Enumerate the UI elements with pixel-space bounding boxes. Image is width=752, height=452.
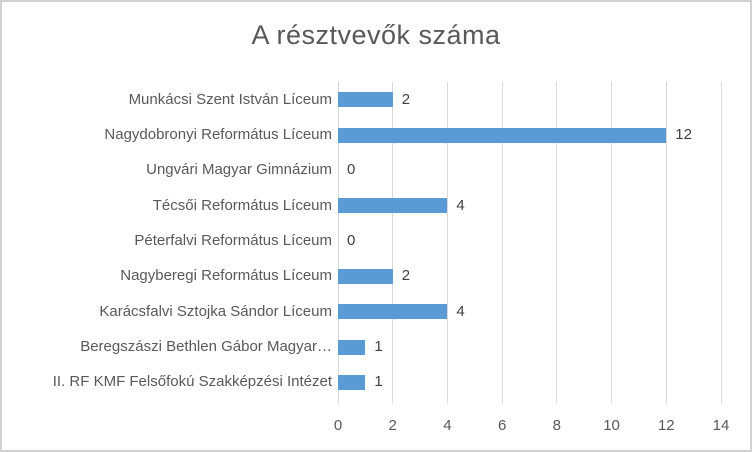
bar xyxy=(338,374,366,390)
category-label: Nagyberegi Református Líceum xyxy=(120,267,332,285)
value-label: 2 xyxy=(401,267,411,285)
value-label: 12 xyxy=(675,126,692,143)
x-axis-tick-label: 14 xyxy=(712,417,730,434)
x-axis-tick-label: 12 xyxy=(657,417,675,434)
category-label: Técsői Református Líceum xyxy=(152,196,332,214)
x-axis-tick-label: 8 xyxy=(552,417,562,434)
x-axis-tick-label: 10 xyxy=(603,417,620,434)
category-label: Munkácsi Szent István Líceum xyxy=(128,90,332,108)
value-label: 4 xyxy=(456,302,465,320)
bar xyxy=(338,268,393,284)
value-label: 0 xyxy=(347,161,356,179)
value-label: 1 xyxy=(374,338,383,355)
x-axis-tick-label: 4 xyxy=(443,417,452,434)
gridline xyxy=(392,82,394,403)
category-label: Beregszászi Bethlen Gábor Magyar… xyxy=(80,338,332,355)
gridline xyxy=(446,82,448,403)
value-label: 2 xyxy=(401,90,411,108)
gridline xyxy=(501,82,503,403)
x-axis-tick-label: 2 xyxy=(388,417,397,434)
category-label: Nagydobronyi Református Líceum xyxy=(104,126,332,143)
gridline xyxy=(665,82,667,403)
bar xyxy=(338,339,366,355)
x-axis-tick-label: 0 xyxy=(333,417,343,434)
bar xyxy=(338,198,448,214)
value-label: 0 xyxy=(347,232,356,249)
category-label: Ungvári Magyar Gimnázium xyxy=(146,161,332,179)
gridline xyxy=(611,82,613,403)
category-label: Karácsfalvi Sztojka Sándor Líceum xyxy=(99,302,332,320)
gridline xyxy=(556,82,558,403)
value-label: 1 xyxy=(374,373,383,391)
chart-title: A résztvevők száma xyxy=(251,20,501,50)
bar xyxy=(338,127,667,143)
value-label: 4 xyxy=(456,196,465,214)
gridline xyxy=(720,82,722,403)
category-label: II. RF KMF Felsőfokú Szakképzési Intézet xyxy=(52,373,332,391)
bar xyxy=(338,92,393,108)
gridline xyxy=(337,82,339,403)
bar xyxy=(338,304,448,320)
x-axis-tick-label: 6 xyxy=(497,417,507,434)
category-label: Péterfalvi Református Líceum xyxy=(134,232,332,249)
